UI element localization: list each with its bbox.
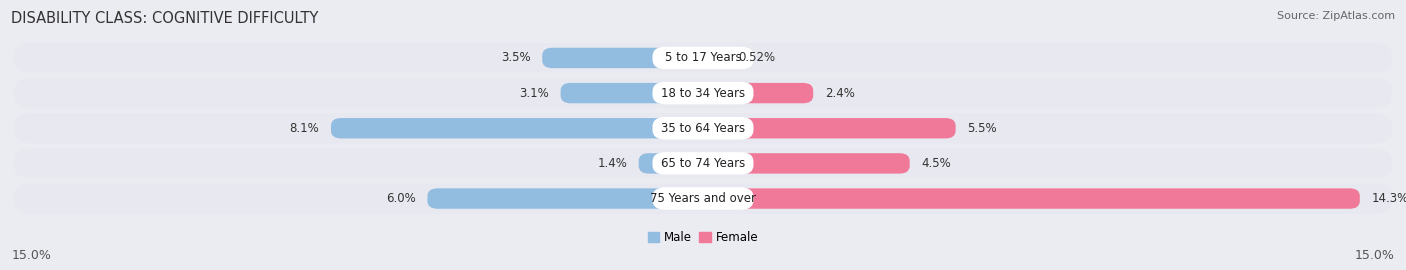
FancyBboxPatch shape [703,48,727,68]
Legend: Male, Female: Male, Female [643,227,763,249]
Text: 5.5%: 5.5% [967,122,997,135]
Text: 6.0%: 6.0% [387,192,416,205]
FancyBboxPatch shape [652,187,754,210]
Text: 0.52%: 0.52% [738,52,776,65]
Text: 8.1%: 8.1% [290,122,319,135]
FancyBboxPatch shape [14,113,1392,143]
FancyBboxPatch shape [652,117,754,140]
Text: 14.3%: 14.3% [1371,192,1406,205]
FancyBboxPatch shape [330,118,703,139]
FancyBboxPatch shape [703,153,910,174]
Text: Source: ZipAtlas.com: Source: ZipAtlas.com [1277,11,1395,21]
FancyBboxPatch shape [14,183,1392,214]
Text: 4.5%: 4.5% [921,157,950,170]
Text: 3.1%: 3.1% [519,87,550,100]
FancyBboxPatch shape [561,83,703,103]
Text: 35 to 64 Years: 35 to 64 Years [661,122,745,135]
FancyBboxPatch shape [703,188,1360,209]
FancyBboxPatch shape [14,148,1392,178]
FancyBboxPatch shape [652,82,754,104]
Text: DISABILITY CLASS: COGNITIVE DIFFICULTY: DISABILITY CLASS: COGNITIVE DIFFICULTY [11,11,319,26]
Text: 2.4%: 2.4% [825,87,855,100]
FancyBboxPatch shape [543,48,703,68]
Text: 75 Years and over: 75 Years and over [650,192,756,205]
FancyBboxPatch shape [14,78,1392,108]
FancyBboxPatch shape [638,153,703,174]
FancyBboxPatch shape [14,43,1392,73]
Text: 15.0%: 15.0% [11,249,51,262]
Text: 1.4%: 1.4% [598,157,627,170]
Text: 65 to 74 Years: 65 to 74 Years [661,157,745,170]
FancyBboxPatch shape [427,188,703,209]
Text: 5 to 17 Years: 5 to 17 Years [665,52,741,65]
Text: 18 to 34 Years: 18 to 34 Years [661,87,745,100]
Text: 3.5%: 3.5% [501,52,531,65]
FancyBboxPatch shape [703,83,813,103]
FancyBboxPatch shape [652,47,754,69]
FancyBboxPatch shape [703,118,956,139]
FancyBboxPatch shape [652,152,754,175]
Text: 15.0%: 15.0% [1355,249,1395,262]
